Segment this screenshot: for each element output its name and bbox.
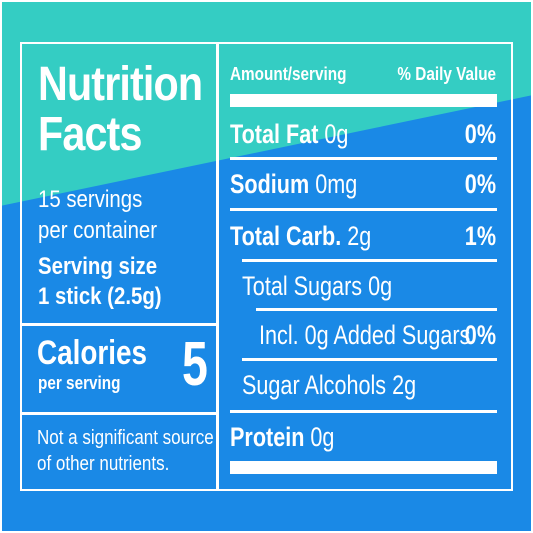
row-rule xyxy=(230,157,497,160)
nutrient-amount: 2g xyxy=(341,221,372,251)
nutrient-amount: Sugar Alcohols 2g xyxy=(242,370,417,400)
nutrient-name: Total Carb. xyxy=(230,221,342,251)
daily-value-total-carb: 1% xyxy=(464,221,496,251)
nutrient-amount: Incl. 0g Added Sugars xyxy=(259,320,471,350)
nutrient-amount: 0g xyxy=(304,422,335,452)
daily-value-added-sugars: 0% xyxy=(464,320,496,350)
nutrient-row-total-sugars: Total Sugars 0g xyxy=(242,271,392,301)
amount-per-serving-header: Amount/serving xyxy=(230,64,347,84)
nutrient-row-sugar-alcohols: Sugar Alcohols 2g xyxy=(242,370,416,400)
nutrient-name: Sodium xyxy=(230,169,310,199)
row-rule xyxy=(256,308,497,311)
title-line-2: Facts xyxy=(38,108,142,161)
title-line-1: Nutrition xyxy=(38,58,203,111)
nutrient-row-total-fat: Total Fat 0g xyxy=(230,119,348,149)
servings-line-1: 15 servings xyxy=(38,186,143,213)
nutrient-amount: 0g xyxy=(318,119,349,149)
footnote-line-1: Not a significant source xyxy=(37,427,214,449)
footer-thick-rule xyxy=(230,461,497,474)
row-rule xyxy=(242,259,497,262)
nutrient-row-total-carb: Total Carb. 2g xyxy=(230,221,371,251)
nutrient-name: Protein xyxy=(230,422,305,452)
header-thick-rule xyxy=(230,94,497,107)
daily-value-sodium: 0% xyxy=(464,169,496,199)
row-rule xyxy=(230,410,497,413)
daily-value-total-fat: 0% xyxy=(464,119,496,149)
row-rule xyxy=(242,358,497,361)
nutrient-row-added-sugars: Incl. 0g Added Sugars xyxy=(259,320,470,350)
label-title: Nutrition Facts xyxy=(38,58,203,161)
calories-per-serving: per serving xyxy=(38,373,121,393)
nutrient-name: Total Fat xyxy=(230,119,319,149)
nutrient-row-protein: Protein 0g xyxy=(230,422,334,452)
calories-label: Calories xyxy=(37,334,148,372)
divider-serving-calories xyxy=(20,323,218,326)
label-frame xyxy=(20,42,513,491)
row-rule xyxy=(230,208,497,211)
calories-value: 5 xyxy=(182,330,208,399)
serving-size-value: 1 stick (2.5g) xyxy=(38,283,162,310)
column-divider xyxy=(216,42,219,491)
nutrient-row-sodium: Sodium 0mg xyxy=(230,169,357,199)
serving-size: Serving size 1 stick (2.5g) xyxy=(38,252,208,312)
daily-value-header: % Daily Value xyxy=(397,64,496,84)
divider-calories-footnote xyxy=(20,412,218,415)
servings-line-2: per container xyxy=(38,217,158,244)
servings-per-container: 15 servings per container xyxy=(38,184,208,246)
footnote-line-2: of other nutrients. xyxy=(37,453,170,475)
footnote: Not a significant source of other nutrie… xyxy=(37,425,241,477)
nutrient-amount: Total Sugars 0g xyxy=(242,271,393,301)
nutrient-amount: 0mg xyxy=(309,169,358,199)
serving-size-label: Serving size xyxy=(38,253,158,280)
